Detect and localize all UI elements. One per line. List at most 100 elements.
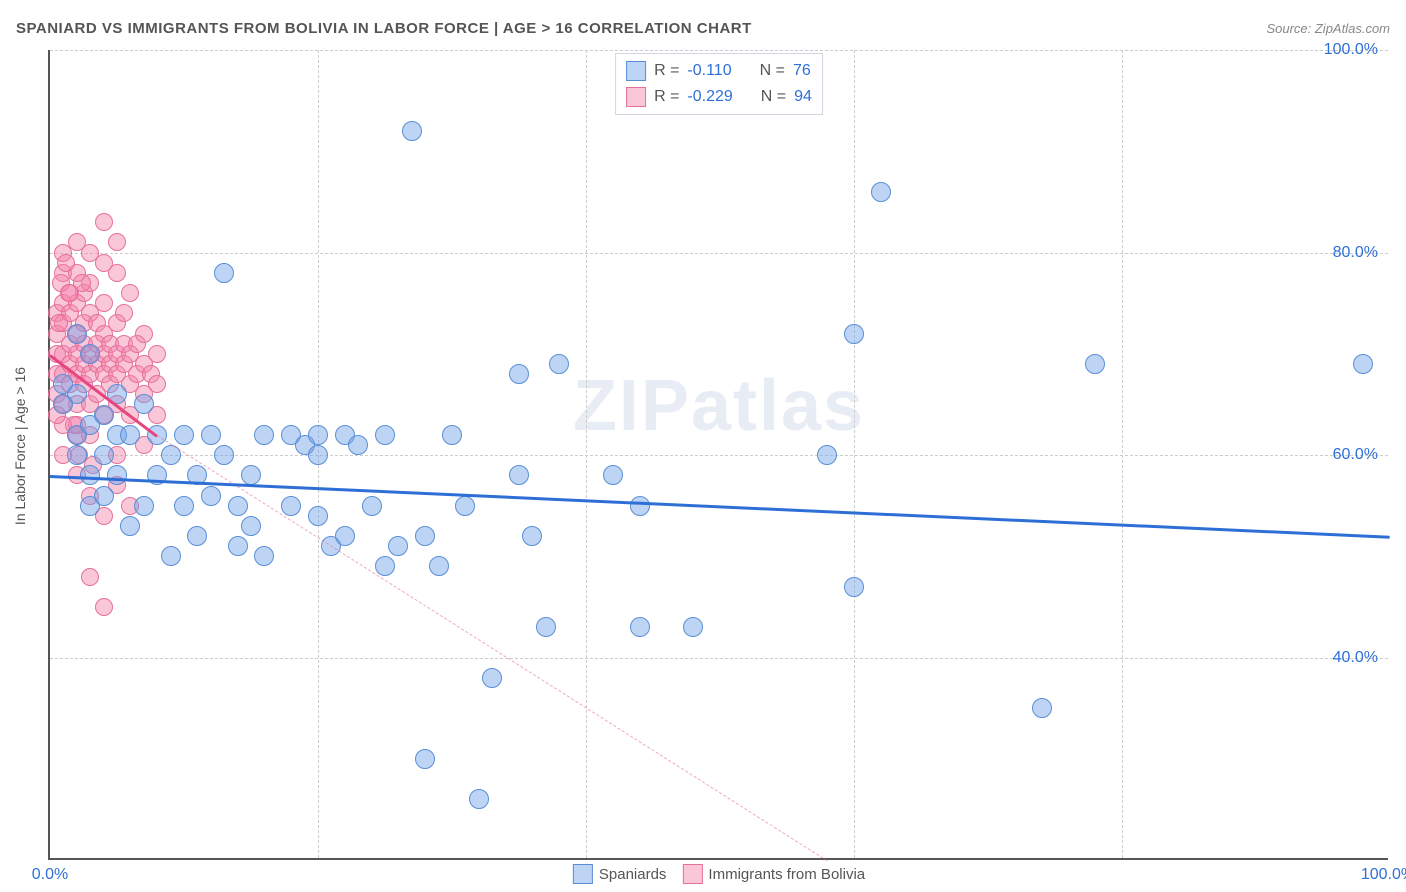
r-label: R =: [654, 62, 679, 80]
point-bolivia: [50, 314, 68, 332]
point-spaniards: [871, 182, 891, 202]
trendline: [157, 435, 828, 861]
point-bolivia: [108, 233, 126, 251]
point-bolivia: [81, 568, 99, 586]
point-spaniards: [442, 425, 462, 445]
point-spaniards: [549, 354, 569, 374]
point-spaniards: [429, 556, 449, 576]
point-spaniards: [214, 263, 234, 283]
gridline-v: [854, 50, 855, 858]
point-bolivia: [95, 598, 113, 616]
y-tick-label: 100.0%: [1324, 41, 1378, 59]
gridline-h: [50, 455, 1388, 456]
point-spaniards: [509, 364, 529, 384]
point-bolivia: [148, 345, 166, 363]
point-spaniards: [281, 496, 301, 516]
y-tick-label: 60.0%: [1333, 446, 1378, 464]
n-value-spaniards: 76: [793, 62, 811, 80]
stats-row-bolivia: R = -0.229 N = 94: [626, 84, 812, 110]
point-bolivia: [135, 325, 153, 343]
point-spaniards: [415, 749, 435, 769]
point-bolivia: [60, 284, 78, 302]
swatch-spaniards: [573, 864, 593, 884]
chart-title: SPANIARD VS IMMIGRANTS FROM BOLIVIA IN L…: [16, 20, 752, 37]
point-spaniards: [94, 445, 114, 465]
point-spaniards: [844, 577, 864, 597]
point-spaniards: [630, 617, 650, 637]
point-spaniards: [455, 496, 475, 516]
point-spaniards: [241, 465, 261, 485]
point-spaniards: [1085, 354, 1105, 374]
point-spaniards: [201, 425, 221, 445]
point-spaniards: [80, 465, 100, 485]
gridline-v: [1122, 50, 1123, 858]
stats-row-spaniards: R = -0.110 N = 76: [626, 58, 812, 84]
r-label: R =: [654, 88, 679, 106]
point-spaniards: [415, 526, 435, 546]
point-spaniards: [67, 324, 87, 344]
point-spaniards: [67, 445, 87, 465]
swatch-spaniards: [626, 61, 646, 81]
point-spaniards: [201, 486, 221, 506]
bottom-legend: Spaniards Immigrants from Bolivia: [573, 864, 865, 884]
point-spaniards: [134, 394, 154, 414]
r-value-spaniards: -0.110: [687, 62, 731, 80]
n-value-bolivia: 94: [794, 88, 812, 106]
point-spaniards: [509, 465, 529, 485]
point-spaniards: [603, 465, 623, 485]
point-spaniards: [482, 668, 502, 688]
stats-legend-box: R = -0.110 N = 76 R = -0.229 N = 94: [615, 53, 823, 115]
point-spaniards: [94, 405, 114, 425]
point-spaniards: [348, 435, 368, 455]
point-spaniards: [362, 496, 382, 516]
point-bolivia: [95, 294, 113, 312]
r-value-bolivia: -0.229: [687, 88, 732, 106]
point-spaniards: [120, 425, 140, 445]
point-spaniards: [161, 546, 181, 566]
point-bolivia: [95, 254, 113, 272]
plot-area: ZIPatlas R = -0.110 N = 76 R = -0.229 N …: [48, 50, 1388, 860]
n-label: N =: [761, 88, 786, 106]
point-spaniards: [241, 516, 261, 536]
gridline-h: [50, 658, 1388, 659]
point-spaniards: [308, 425, 328, 445]
y-axis-label: In Labor Force | Age > 16: [12, 367, 28, 525]
legend-label-bolivia: Immigrants from Bolivia: [708, 866, 865, 883]
point-spaniards: [214, 445, 234, 465]
point-spaniards: [375, 556, 395, 576]
point-spaniards: [844, 324, 864, 344]
point-spaniards: [254, 546, 274, 566]
legend-item-spaniards: Spaniards: [573, 864, 667, 884]
gridline-h: [50, 253, 1388, 254]
point-bolivia: [148, 375, 166, 393]
point-spaniards: [536, 617, 556, 637]
point-spaniards: [94, 486, 114, 506]
point-bolivia: [95, 213, 113, 231]
point-bolivia: [121, 284, 139, 302]
point-spaniards: [1353, 354, 1373, 374]
y-tick-label: 40.0%: [1333, 649, 1378, 667]
gridline-h: [50, 50, 1388, 51]
point-spaniards: [80, 344, 100, 364]
point-bolivia: [57, 254, 75, 272]
legend-item-bolivia: Immigrants from Bolivia: [682, 864, 865, 884]
point-spaniards: [174, 425, 194, 445]
point-spaniards: [388, 536, 408, 556]
swatch-bolivia: [626, 87, 646, 107]
point-spaniards: [308, 445, 328, 465]
point-spaniards: [228, 536, 248, 556]
point-spaniards: [254, 425, 274, 445]
point-spaniards: [120, 516, 140, 536]
point-bolivia: [115, 304, 133, 322]
point-spaniards: [402, 121, 422, 141]
point-spaniards: [817, 445, 837, 465]
point-spaniards: [228, 496, 248, 516]
point-spaniards: [683, 617, 703, 637]
source-label: Source: ZipAtlas.com: [1266, 21, 1390, 36]
y-tick-label: 80.0%: [1333, 244, 1378, 262]
n-label: N =: [760, 62, 785, 80]
point-spaniards: [375, 425, 395, 445]
point-spaniards: [335, 526, 355, 546]
point-spaniards: [174, 496, 194, 516]
point-spaniards: [630, 496, 650, 516]
